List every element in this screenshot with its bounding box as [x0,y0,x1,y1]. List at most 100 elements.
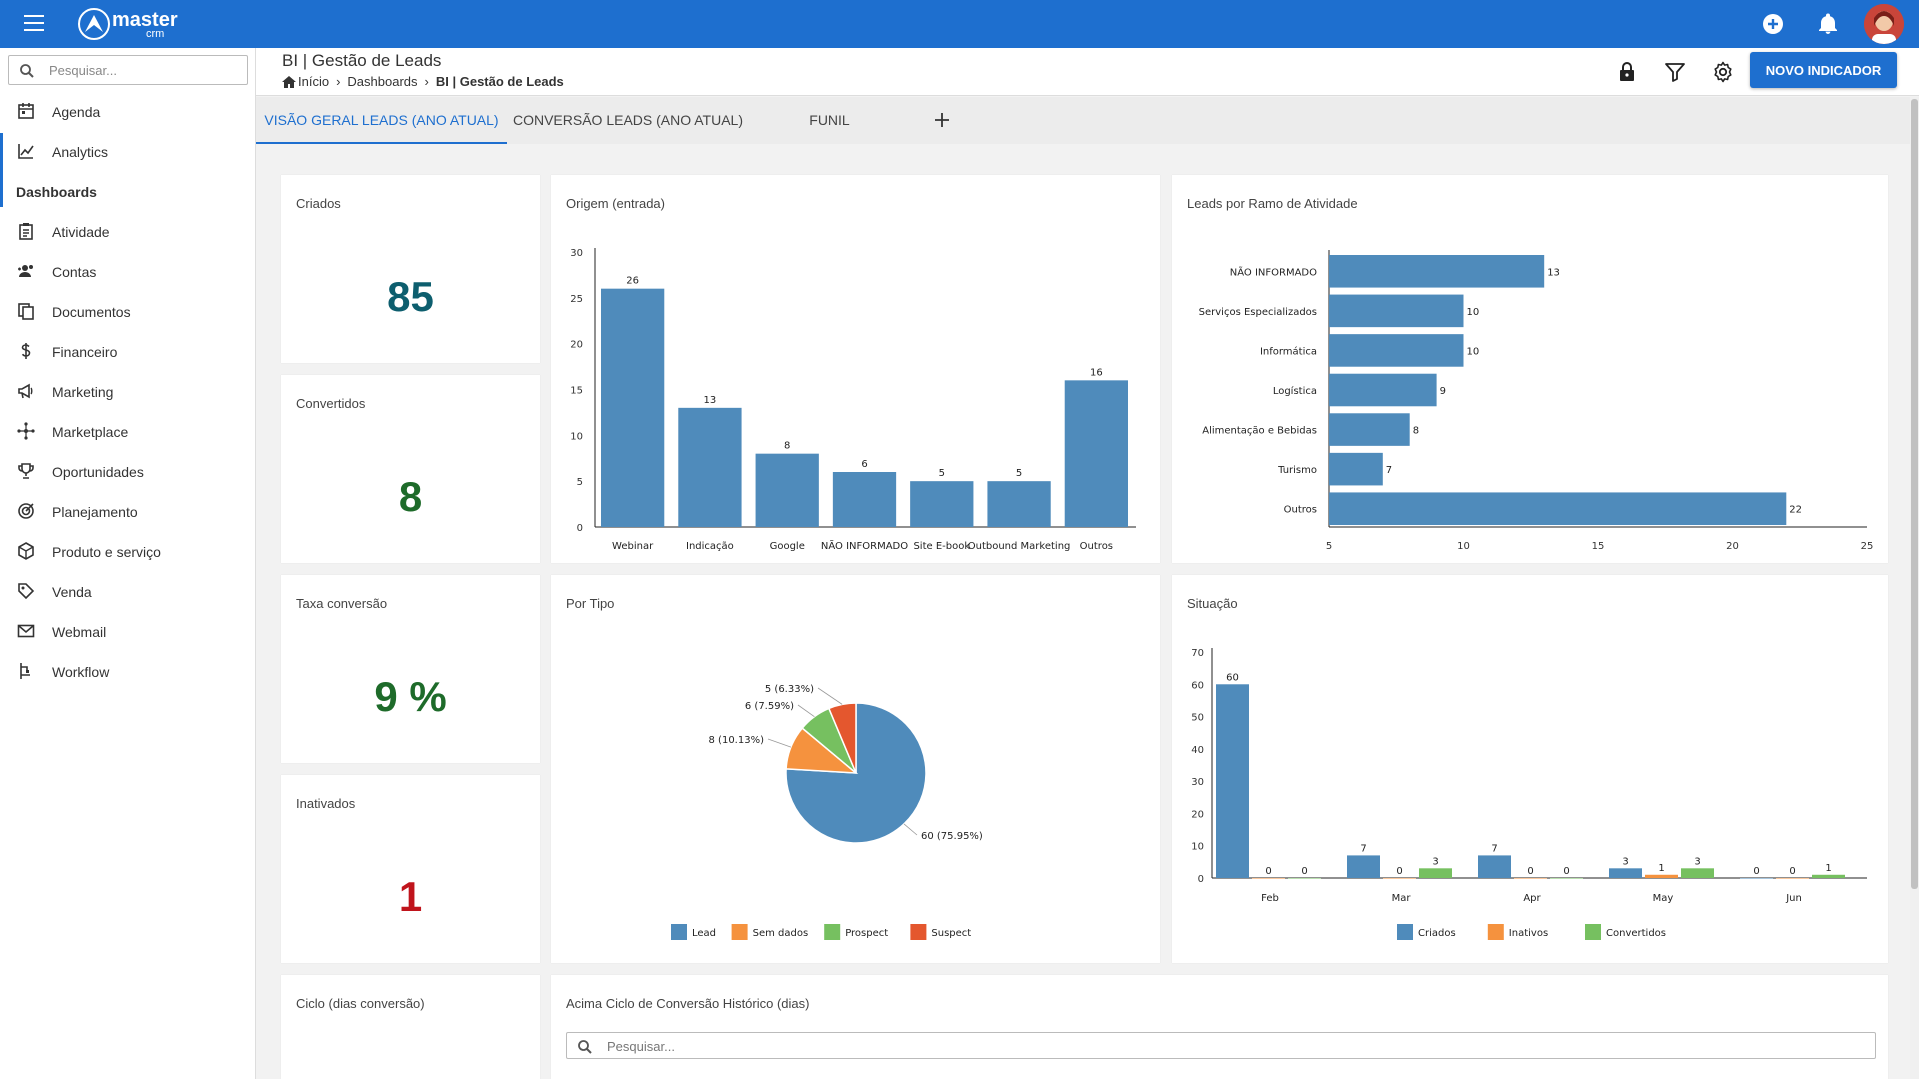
slice-label: 60 (75.95%) [921,831,983,842]
sidebar-item-label: Financeiro [52,344,118,360]
hub-icon [17,422,35,440]
card-title: Acima Ciclo de Conversão Histórico (dias… [566,996,810,1011]
sidebar-item-marketplace[interactable]: Marketplace [0,413,255,449]
bar [755,453,819,527]
bar [1812,874,1845,878]
sidebar-item-label: Marketplace [52,424,129,440]
master-crm-logo[interactable] [77,7,111,41]
legend-swatch [1397,924,1413,940]
sidebar-item-documentos[interactable]: Documentos [0,293,255,329]
data-label: 16 [1090,367,1103,378]
slice-label: 8 (10.13%) [709,735,765,746]
sidebar-item-dashboards[interactable]: Dashboards [0,173,255,209]
tab-conversao[interactable]: CONVERSÃO LEADS (ANO ATUAL) [512,112,743,128]
menu-icon[interactable] [24,15,44,33]
x-tick-label: Mar [1392,893,1412,904]
sidebar-item-webmail[interactable]: Webmail [0,613,255,649]
legend-swatch [671,924,687,940]
bar [1383,878,1416,879]
add-tab-icon[interactable] [928,106,956,134]
kpi-card-criados: Criados 85 [281,175,540,363]
sidebar-search-input[interactable] [49,61,239,79]
card-ciclo-historico: Acima Ciclo de Conversão Histórico (dias… [551,975,1888,1079]
ciclo-search-input[interactable] [607,1038,1857,1054]
sidebar-item-agenda[interactable]: Agenda [0,93,255,129]
data-label: 0 [1753,866,1759,877]
sidebar-item-analytics[interactable]: Analytics [0,133,255,169]
bar [678,407,742,527]
kpi-title: Ciclo (dias conversão) [296,996,425,1011]
bar [1329,294,1464,328]
sidebar-item-financeiro[interactable]: Financeiro [0,333,255,369]
kpi-value: 8 [398,473,423,520]
novo-indicador-button[interactable]: NOVO INDICADOR [1750,52,1897,88]
filter-icon[interactable] [1663,60,1687,84]
breadcrumb-home[interactable]: Início [298,74,330,89]
kpi-title: Taxa conversão [296,596,388,611]
legend-swatch [910,924,927,940]
scrollbar-thumb[interactable] [1911,99,1918,889]
y-tick-label: 0 [577,523,583,534]
breadcrumb-dashboards[interactable]: Dashboards [347,74,418,89]
sidebar-item-label: Atividade [52,224,110,240]
kpi-title: Criados [296,196,341,211]
kpi-title: Convertidos [296,396,366,411]
tab-visao-geral[interactable]: VISÃO GERAL LEADS (ANO ATUAL) [256,97,507,144]
page-title: BI | Gestão de Leads [282,51,442,70]
users-icon [18,265,33,277]
y-tick-label: 10 [1191,842,1204,853]
sidebar-item-planejamento[interactable]: Planejamento [0,493,255,529]
search-icon [20,64,34,78]
bar [1064,380,1128,527]
y-tick-label: 50 [1191,713,1204,724]
sidebar-item-workflow[interactable]: Workflow [0,653,255,689]
scrollbar[interactable] [1910,97,1919,1079]
sidebar: Agenda Analytics Dashboards Atividade Co… [0,48,256,1079]
sidebar-item-atividade[interactable]: Atividade [0,213,255,249]
add-circle-icon[interactable] [1761,12,1785,36]
data-label: 1 [1658,863,1664,874]
x-tick-label: 5 [1326,541,1332,552]
calendar-icon [18,103,34,119]
bar [1740,878,1773,879]
y-tick-label: NÃO INFORMADO [1230,265,1317,278]
bar [1550,878,1583,879]
sidebar-item-contas[interactable]: Contas [0,253,255,289]
logo-text: master [112,9,178,31]
bar [1329,334,1464,367]
data-label: 8 [784,441,790,452]
x-tick-label: 20 [1726,541,1739,552]
tab-funil[interactable]: FUNIL [809,112,850,128]
legend-swatch [731,924,748,940]
clipboard-icon [19,223,33,240]
sidebar-item-marketing[interactable]: Marketing [0,373,255,409]
data-label: 5 [939,468,945,479]
y-tick-label: 20 [570,340,583,351]
data-label: 22 [1789,505,1802,516]
bar [1329,373,1437,407]
legend-label: Prospect [845,928,888,939]
box-icon [18,542,34,560]
data-label: 8 [1413,426,1419,437]
bar [987,481,1051,527]
ciclo-search[interactable] [566,1032,1876,1059]
kpi-card-taxa-conversao: Taxa conversão 9 % [281,575,540,763]
bell-icon[interactable] [1816,12,1840,36]
y-tick-label: Alimentação e Bebidas [1202,426,1317,437]
user-avatar[interactable] [1864,4,1904,44]
sidebar-item-venda[interactable]: Venda [0,573,255,609]
gear-icon[interactable] [1711,60,1735,84]
y-tick-label: 0 [1198,874,1204,885]
lock-icon[interactable] [1615,60,1639,84]
tab-bar: VISÃO GERAL LEADS (ANO ATUAL) CONVERSÃO … [256,97,1910,144]
sidebar-item-oportunidades[interactable]: Oportunidades [0,453,255,489]
y-tick-label: 25 [570,294,583,305]
data-label: 0 [1789,866,1795,877]
y-tick-label: Informática [1260,345,1317,357]
documents-icon [18,303,34,320]
y-tick-label: 10 [570,431,583,442]
sidebar-item-label: Webmail [52,624,107,640]
x-tick-label: Indicação [686,541,734,552]
sidebar-search[interactable] [8,55,248,85]
sidebar-item-produto-e-servico[interactable]: Produto e serviço [0,533,255,569]
